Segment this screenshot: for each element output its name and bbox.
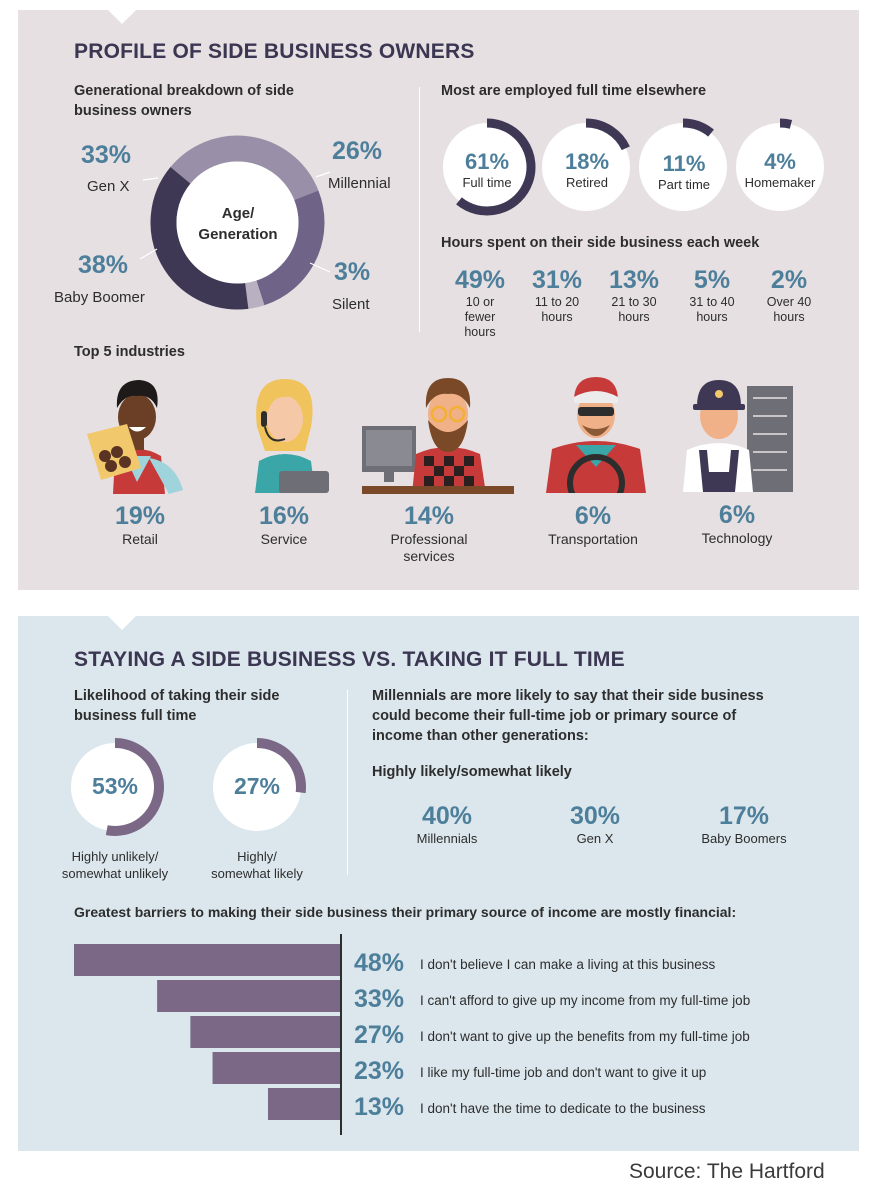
donut-slice	[150, 167, 249, 310]
donut-center	[176, 161, 299, 284]
likelihood-label: Highly/somewhat likely	[211, 849, 303, 881]
donut-leader-lines	[139, 171, 331, 273]
genx-pct: 33%	[81, 141, 132, 169]
barrier-label: I don't want to give up the benefits fro…	[420, 1029, 750, 1044]
barrier-pct: 48%	[354, 949, 404, 977]
ring-pct: 4%	[764, 149, 796, 174]
bottom-divider	[347, 690, 348, 875]
hours-item: 13% 21 to 30 hours	[608, 266, 660, 324]
employment-heading: Most are employed full time elsewhere	[441, 83, 707, 99]
generation-donut	[150, 135, 325, 310]
profile-title: PROFILE OF SIDE BUSINESS OWNERS	[74, 40, 475, 63]
barrier-pct: 33%	[354, 985, 404, 1013]
industry-item: 14% Professional services	[390, 502, 468, 564]
industry-item: 6% Technology	[701, 501, 773, 546]
ring-pct: 18%	[564, 149, 610, 174]
service-worker-illustration	[255, 379, 329, 493]
millennial-label: Millennial	[328, 175, 391, 192]
barrier-pct: 13%	[354, 1093, 404, 1121]
ring-label: Retired	[566, 175, 608, 190]
barriers-chart: 48% I don't believe I can make a living a…	[74, 934, 750, 1135]
genx-label: Gen X	[87, 178, 130, 195]
hours-heading: Hours spent on their side business each …	[441, 235, 760, 251]
silent-pct: 3%	[334, 258, 371, 286]
likelihood-pct: 27%	[233, 773, 281, 799]
barrier-label: I don't believe I can make a living at t…	[420, 957, 715, 972]
retail-worker-illustration	[87, 380, 183, 494]
hours-item: 2% Over 40 hours	[766, 266, 812, 324]
silent-label: Silent	[332, 296, 370, 313]
donut-slice	[244, 280, 265, 309]
gen-likely-item: 30% Gen X	[569, 802, 621, 846]
ring-arc	[105, 738, 164, 836]
ring-disc	[71, 743, 159, 831]
barrier-label: I don't have the time to dedicate to the…	[420, 1101, 706, 1116]
panel-notch	[108, 616, 136, 630]
source-credit: Source: The Hartford	[629, 1160, 825, 1183]
industries-heading: Top 5 industries	[74, 344, 185, 360]
top-divider	[419, 87, 420, 332]
donut-slice	[170, 135, 319, 201]
panel-notch	[108, 10, 136, 24]
millennials-statement: Millennials are more likely to say that …	[372, 688, 764, 744]
barrier-label: I like my full-time job and don't want t…	[420, 1065, 706, 1080]
donut-center-label: Age/ Generation	[198, 205, 278, 243]
barrier-pct: 23%	[354, 1057, 404, 1085]
boomer-pct: 38%	[78, 251, 129, 279]
staying-panel	[18, 616, 859, 1151]
industry-item: 16% Service	[258, 502, 310, 547]
transportation-worker-illustration	[546, 377, 646, 493]
ring-arc	[779, 118, 793, 129]
barrier-bar	[74, 944, 340, 976]
professional-worker-illustration	[362, 378, 514, 494]
barrier-bar	[157, 980, 340, 1012]
hours-item: 5% 31 to 40 hours	[689, 266, 735, 324]
employment-rings	[443, 118, 824, 216]
millennial-pct: 26%	[332, 137, 383, 165]
ring-arc	[456, 118, 536, 216]
likelihood-rings	[71, 738, 306, 836]
ring-disc	[542, 123, 630, 211]
hours-item: 49% 10 or fewer hours	[454, 266, 506, 339]
gen-likely-item: 40% Millennials	[416, 802, 478, 846]
ring-label: Full time	[462, 175, 512, 190]
barriers-heading: Greatest barriers to making their side b…	[74, 904, 737, 920]
ring-arc	[256, 738, 306, 794]
donut-slice	[255, 190, 325, 306]
ring-arc	[682, 118, 714, 137]
barrier-bar	[190, 1016, 340, 1048]
staying-title: STAYING A SIDE BUSINESS VS. TAKING IT FU…	[74, 648, 625, 671]
barrier-bar	[267, 1088, 340, 1120]
barrier-pct: 27%	[354, 1021, 404, 1049]
barrier-bar	[212, 1052, 340, 1084]
gen-likely-item: 17% Baby Boomers	[701, 802, 787, 846]
ring-disc	[736, 123, 824, 211]
ring-pct: 61%	[464, 149, 510, 174]
ring-disc	[443, 123, 531, 211]
technology-worker-illustration	[683, 380, 793, 492]
ring-disc	[213, 743, 301, 831]
likely-subheading: Highly likely/somewhat likely	[372, 764, 572, 780]
ring-label: Part time	[657, 177, 710, 192]
industry-item: 6% Transportation	[548, 502, 638, 547]
likelihood-pct: 53%	[91, 773, 139, 799]
boomer-label: Baby Boomer	[54, 289, 145, 306]
barrier-label: I can't afford to give up my income from…	[420, 993, 750, 1008]
ring-label: Homemaker	[744, 175, 816, 190]
likelihood-label: Highly unlikely/somewhat unlikely	[61, 849, 169, 881]
hours-item: 31% 11 to 20 hours	[531, 266, 583, 324]
ring-pct: 11%	[662, 151, 706, 176]
ring-arc	[585, 118, 630, 151]
likelihood-heading: Likelihood of taking their side business…	[74, 688, 280, 724]
ring-disc	[639, 123, 727, 211]
generation-heading: Generational breakdown of side business …	[74, 83, 294, 119]
industry-item: 19% Retail	[114, 502, 166, 547]
